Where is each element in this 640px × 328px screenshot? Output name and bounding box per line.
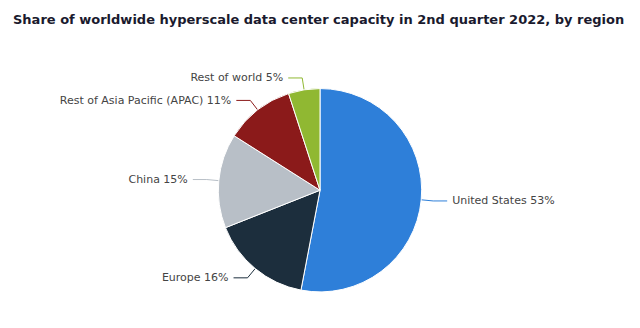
svg-text:Rest of world 5%: Rest of world 5%: [190, 71, 283, 84]
svg-text:Share of worldwide hyperscale: Share of worldwide hyperscale data cente…: [13, 12, 624, 27]
svg-text:Rest of Asia Pacific (APAC) 11: Rest of Asia Pacific (APAC) 11%: [60, 94, 232, 107]
svg-text:United States 53%: United States 53%: [452, 194, 554, 207]
svg-text:China 15%: China 15%: [128, 173, 187, 186]
svg-text:Europe 16%: Europe 16%: [162, 271, 229, 284]
